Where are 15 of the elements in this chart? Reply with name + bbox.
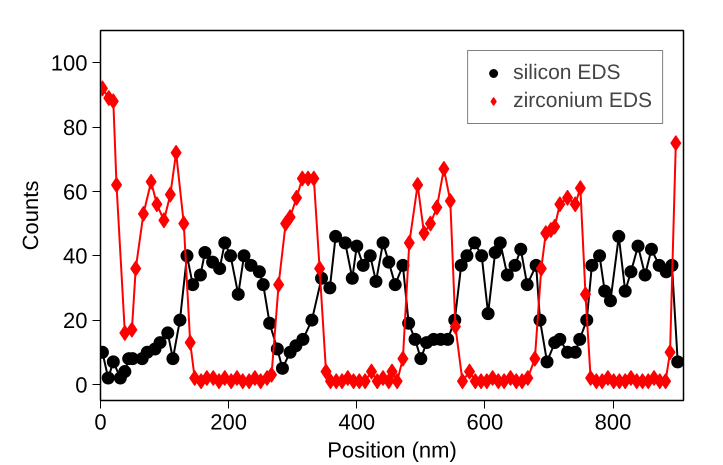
y-tick-label: 60 — [63, 179, 88, 204]
x-tick-label: 400 — [338, 410, 376, 434]
x-axis-title: Position (nm) — [327, 438, 457, 462]
legend-label: zirconium EDS — [513, 89, 652, 113]
y-tick-label: 0 — [75, 372, 88, 398]
y-tick-label: 40 — [63, 244, 88, 269]
y-tick-label: 20 — [63, 308, 88, 334]
legend-label: silicon EDS — [513, 61, 620, 85]
x-tick-label: 600 — [466, 410, 504, 434]
x-tick-label: 800 — [594, 410, 632, 434]
x-tick-label: 0 — [94, 410, 107, 434]
x-tick-label: 200 — [210, 410, 247, 434]
y-tick-label: 80 — [63, 115, 88, 140]
y-tick-label: 100 — [50, 50, 88, 76]
y-axis-title: Counts — [18, 180, 43, 250]
